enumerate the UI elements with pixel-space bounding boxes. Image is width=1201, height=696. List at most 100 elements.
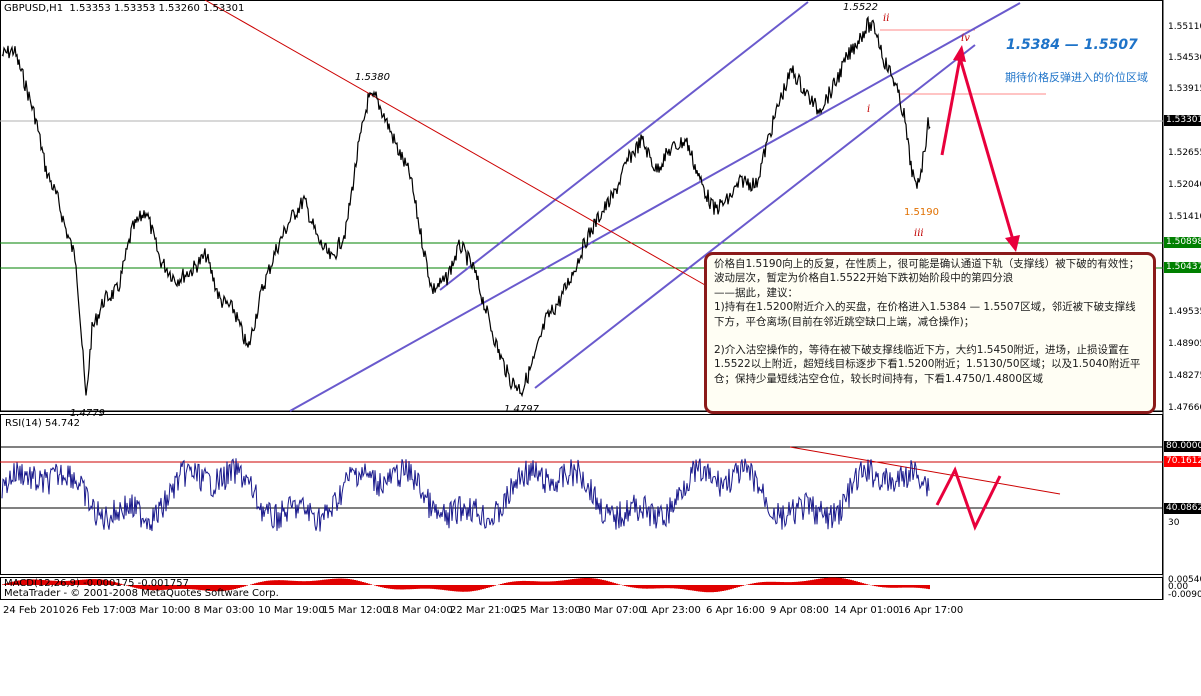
macd-bar xyxy=(118,583,120,585)
macd-bar xyxy=(514,581,516,585)
macd-bar xyxy=(714,585,716,592)
macd-bar xyxy=(140,585,142,590)
macd-bar xyxy=(136,585,138,589)
macd-bar xyxy=(200,585,202,591)
macd-bar xyxy=(742,585,744,586)
macd-bar xyxy=(80,579,82,585)
time-tick: 24 Feb 2010 xyxy=(3,605,66,616)
macd-bar xyxy=(100,579,102,585)
macd-bar xyxy=(608,581,610,585)
rsi-badge-80: 80.0000 xyxy=(1164,441,1201,452)
macd-bar xyxy=(856,581,858,585)
macd-bar xyxy=(644,585,646,589)
macd-bar xyxy=(116,582,118,585)
macd-bar xyxy=(206,585,208,591)
macd-bar xyxy=(864,583,866,585)
time-tick: 30 Mar 07:00 xyxy=(578,605,645,616)
macd-bar xyxy=(230,585,232,590)
macd-bar xyxy=(820,578,822,585)
macd-bar xyxy=(24,579,26,585)
macd-bar xyxy=(92,579,94,585)
macd-bar xyxy=(850,579,852,585)
macd-bar xyxy=(862,583,864,585)
macd-bar xyxy=(736,585,738,588)
macd-bar xyxy=(646,585,648,589)
macd-bar xyxy=(816,579,818,585)
macd-bar xyxy=(340,578,342,585)
macd-bar xyxy=(262,581,264,585)
macd-bar xyxy=(840,578,842,585)
macd-bar xyxy=(774,581,776,585)
macd-bar xyxy=(406,585,408,590)
macd-bar xyxy=(318,580,320,585)
macd-bar xyxy=(414,585,416,589)
macd-bar xyxy=(488,585,490,588)
macd-bar xyxy=(300,581,302,585)
macd-bar xyxy=(460,585,462,592)
macd-bar xyxy=(202,585,204,591)
watermark: MetaTrader - © 2001-2008 MetaQuotes Soft… xyxy=(4,588,279,599)
macd-bar xyxy=(234,585,236,589)
macd-bar xyxy=(926,585,928,589)
macd-bar xyxy=(712,585,714,593)
macd-bar xyxy=(292,580,294,585)
rsi-label: RSI(14) 54.742 xyxy=(5,418,80,429)
macd-bar xyxy=(362,582,364,585)
macd-bar xyxy=(562,580,564,585)
macd-bar xyxy=(96,579,98,585)
macd-bar xyxy=(204,585,206,591)
macd-bar xyxy=(800,581,802,585)
macd-bar xyxy=(192,585,194,590)
macd-bar xyxy=(484,585,486,589)
macd-bar xyxy=(922,585,924,589)
macd-bar xyxy=(420,585,422,589)
macd-bar xyxy=(36,579,38,585)
macd-bar xyxy=(652,585,654,589)
macd-bar xyxy=(370,584,372,585)
price-tick: 1.48275 xyxy=(1168,371,1201,381)
macd-bar xyxy=(388,585,390,589)
macd-bar xyxy=(542,581,544,585)
macd-histogram xyxy=(2,577,930,593)
macd-bar xyxy=(446,585,448,591)
macd-bar xyxy=(168,585,170,590)
macd-bar xyxy=(352,579,354,585)
macd-bar xyxy=(884,585,886,588)
macd-bar xyxy=(50,580,52,585)
macd-bar xyxy=(350,579,352,585)
support-badge-upper: 1.50898 xyxy=(1164,237,1201,248)
rsi-pane[interactable] xyxy=(0,414,1163,575)
macd-bar xyxy=(722,585,724,591)
macd-bar xyxy=(680,585,682,589)
macd-bar xyxy=(56,580,58,585)
price-tick: 1.51410 xyxy=(1168,212,1201,222)
macd-bar xyxy=(294,580,296,585)
macd-bar xyxy=(462,585,464,592)
macd-bar xyxy=(748,584,750,585)
macd-bar xyxy=(476,585,478,591)
macd-bar xyxy=(344,578,346,585)
macd-bar xyxy=(852,580,854,585)
macd-bar xyxy=(450,585,452,591)
macd-bar xyxy=(790,582,792,585)
low-label-1-4797: 1.4797 xyxy=(504,404,539,415)
macd-bar xyxy=(276,580,278,585)
analysis-line-4: 2)介入沽空操作的，等待在被下破支撑线临近下方，大约1.5450附近，进场，止损… xyxy=(714,344,1141,385)
macd-bar xyxy=(194,585,196,590)
high-label-1-5522: 1.5522 xyxy=(843,2,878,13)
macd-bar xyxy=(596,578,598,585)
macd-bar xyxy=(718,585,720,592)
macd-bar xyxy=(618,584,620,585)
macd-bar xyxy=(48,580,50,585)
macd-bar xyxy=(172,585,174,590)
macd-bar xyxy=(394,585,396,590)
macd-bar xyxy=(528,581,530,585)
macd-bar xyxy=(522,580,524,585)
macd-bar xyxy=(524,580,526,585)
macd-bar xyxy=(164,585,166,590)
macd-bar xyxy=(866,584,868,585)
macd-bar xyxy=(264,581,266,585)
macd-bar xyxy=(638,585,640,589)
macd-bar xyxy=(278,580,280,585)
